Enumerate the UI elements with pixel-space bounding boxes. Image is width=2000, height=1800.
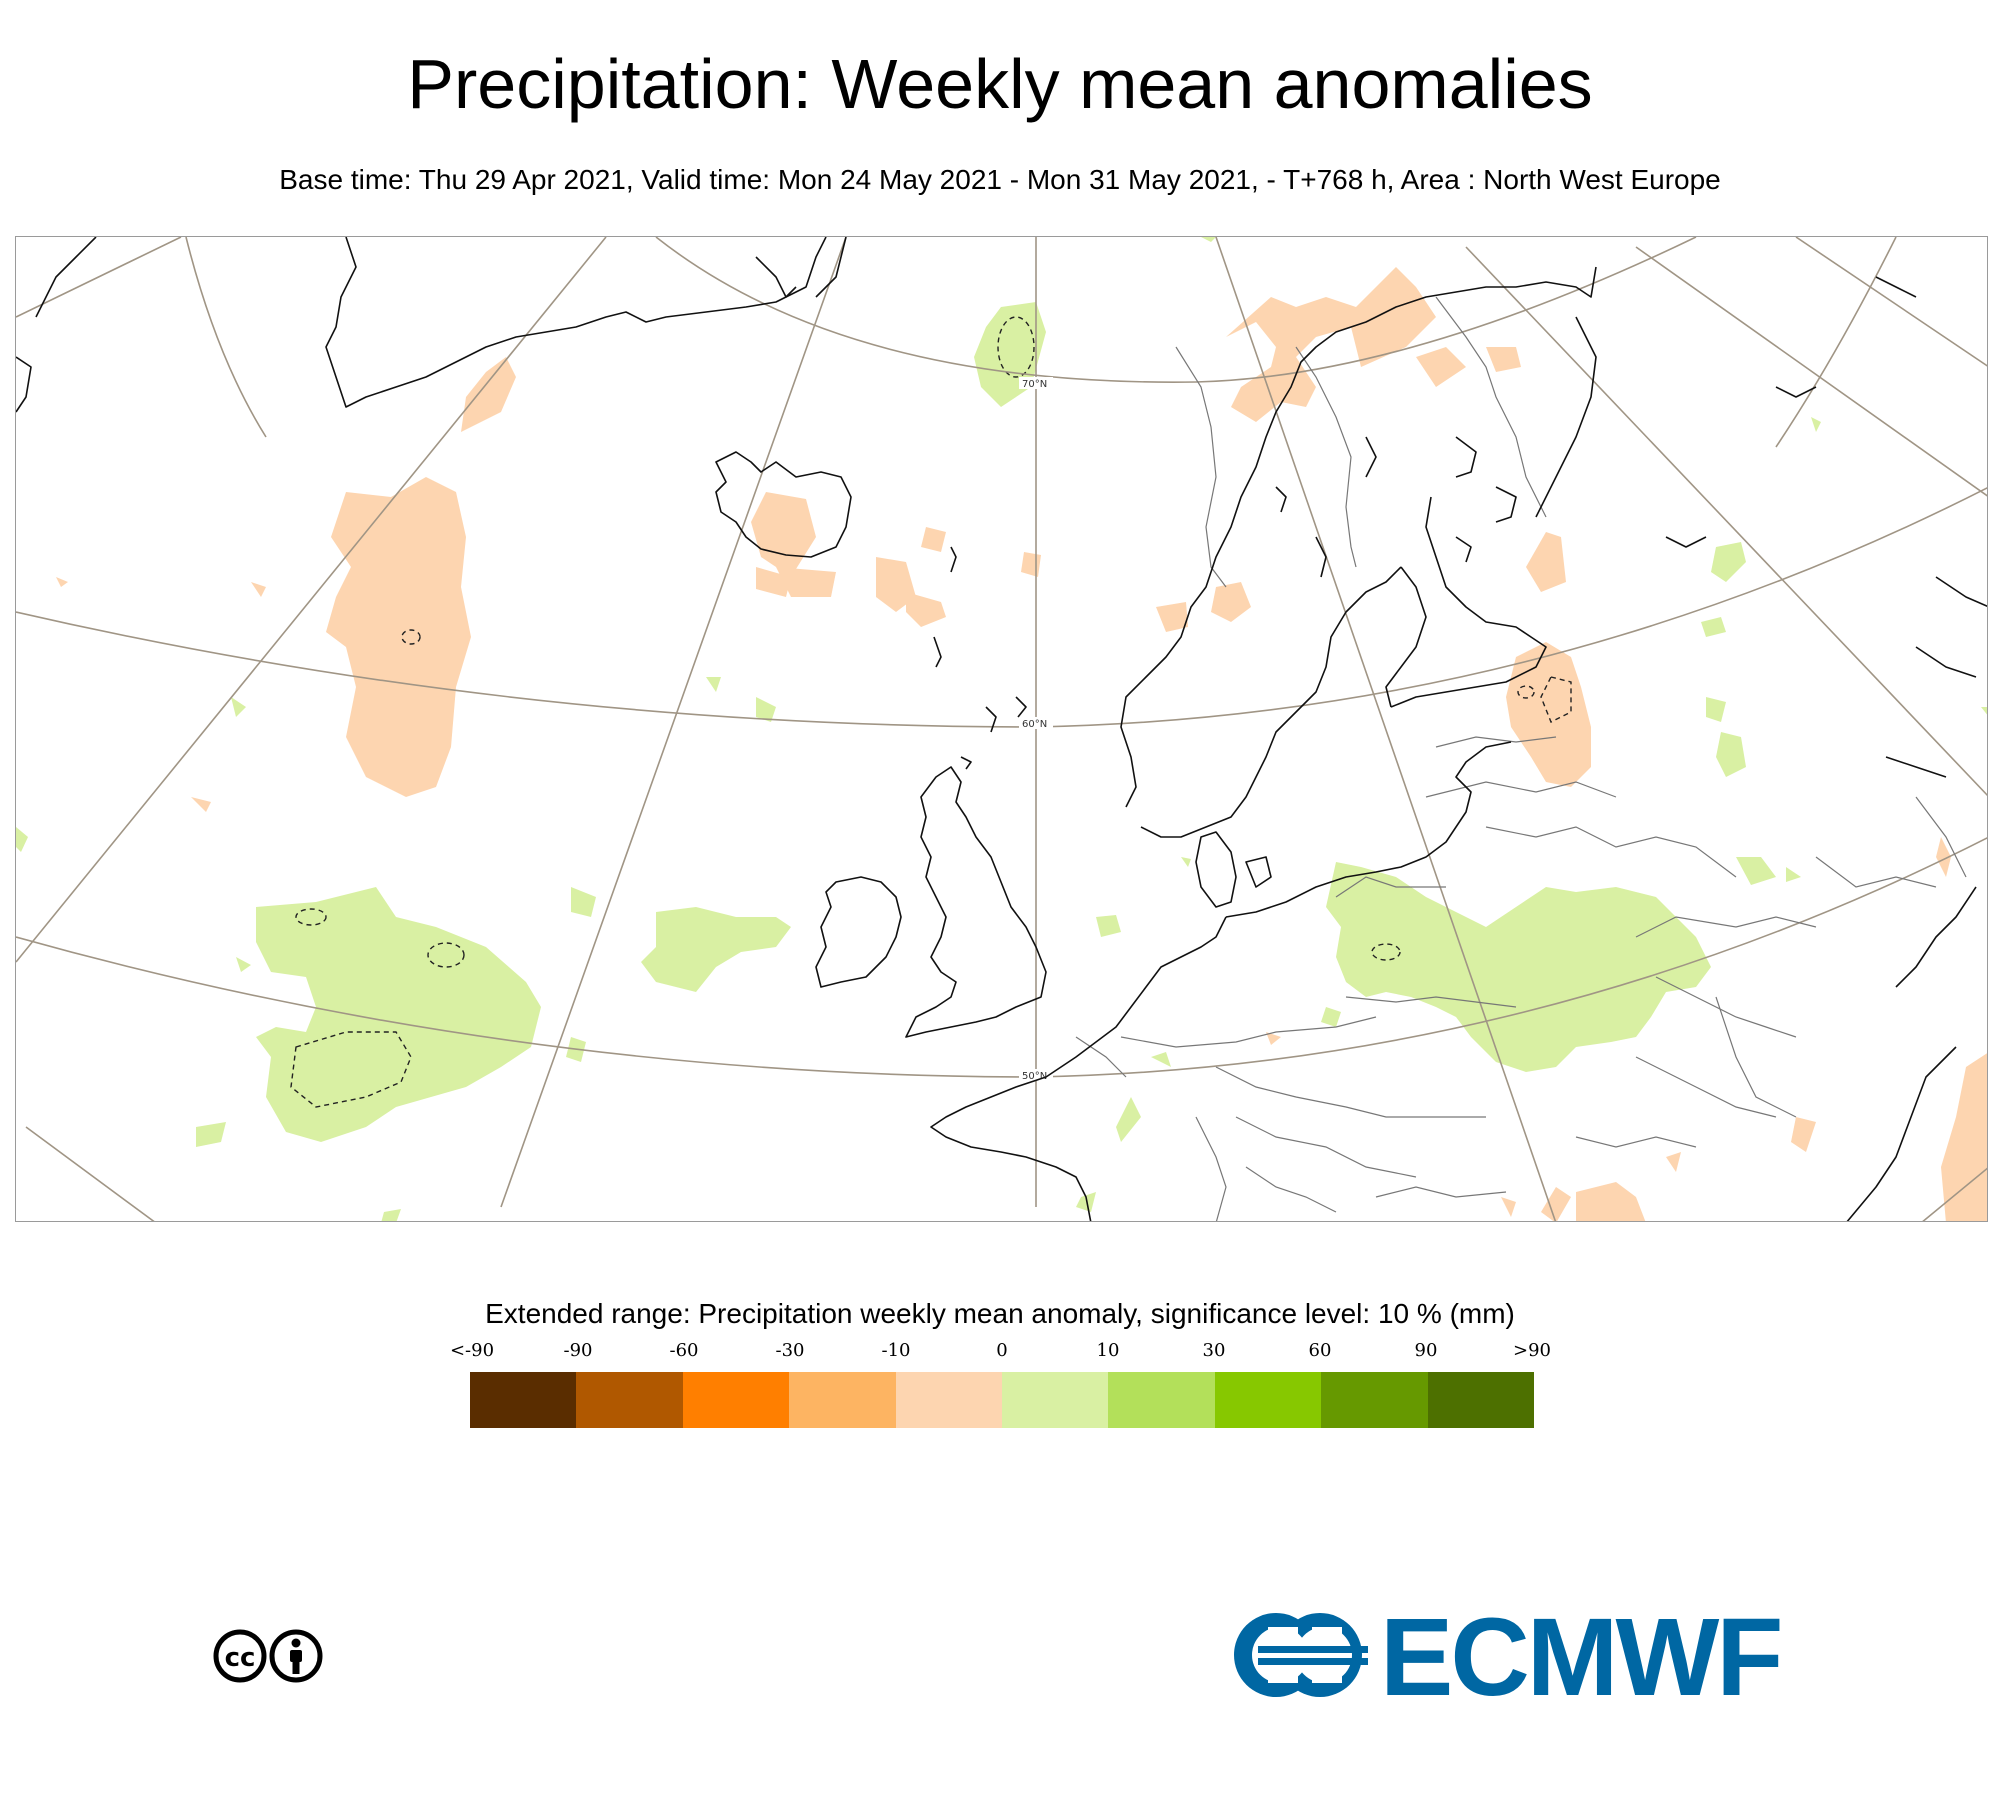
legend-tick: -30 — [775, 1340, 805, 1361]
legend-tick: -90 — [563, 1340, 593, 1361]
legend-swatch — [1214, 1372, 1322, 1428]
legend-colorbar — [470, 1372, 1535, 1428]
legend-tick: 60 — [1308, 1340, 1332, 1361]
svg-text:cc: cc — [225, 1643, 256, 1673]
lat-label-60: 60°N — [1022, 719, 1047, 730]
coastlines — [16, 237, 1987, 1221]
lat-label-70: 70°N — [1022, 379, 1047, 390]
legend-swatch — [1108, 1372, 1215, 1428]
legend-title: Extended range: Precipitation weekly mea… — [485, 1298, 1515, 1329]
legend-ticks: <-90 -90 -60 -30 -10 0 10 30 60 90 >90 — [0, 1340, 2000, 1364]
legend-swatch — [895, 1372, 1003, 1428]
legend-swatch — [1321, 1372, 1428, 1428]
map-panel: 70°N 60°N 50°N — [15, 236, 1988, 1222]
legend-tick: 30 — [1202, 1340, 1226, 1361]
legend-tick: <-90 — [449, 1340, 495, 1361]
cc-by-icon: cc — [213, 1629, 323, 1683]
legend-swatch — [470, 1372, 577, 1428]
wet-anomaly-areas — [16, 237, 1987, 1221]
legend-tick: >90 — [1513, 1340, 1551, 1361]
lat-label-50: 50°N — [1022, 1071, 1047, 1082]
legend-swatch — [576, 1372, 683, 1428]
significance-contours — [290, 316, 1572, 1108]
ecmwf-logo-icon — [1234, 1613, 1368, 1697]
legend-swatch — [1427, 1372, 1535, 1428]
dry-anomaly-areas — [56, 267, 1987, 1221]
legend-tick: 90 — [1414, 1340, 1438, 1361]
legend-tick: -10 — [881, 1340, 911, 1361]
legend-tick: -60 — [669, 1340, 699, 1361]
legend-swatch — [682, 1372, 790, 1428]
map-svg: 70°N 60°N 50°N — [16, 237, 1987, 1221]
legend-swatch — [789, 1372, 896, 1428]
page-subtitle: Base time: Thu 29 Apr 2021, Valid time: … — [279, 164, 1721, 195]
legend-tick: 10 — [1096, 1340, 1120, 1361]
page-title: Precipitation: Weekly mean anomalies — [407, 45, 1593, 123]
country-borders — [1075, 296, 1967, 1221]
legend-swatch — [1002, 1372, 1109, 1428]
ecmwf-logo-text: ECMWF — [1380, 1596, 1783, 1719]
legend-tick: 0 — [996, 1340, 1008, 1361]
